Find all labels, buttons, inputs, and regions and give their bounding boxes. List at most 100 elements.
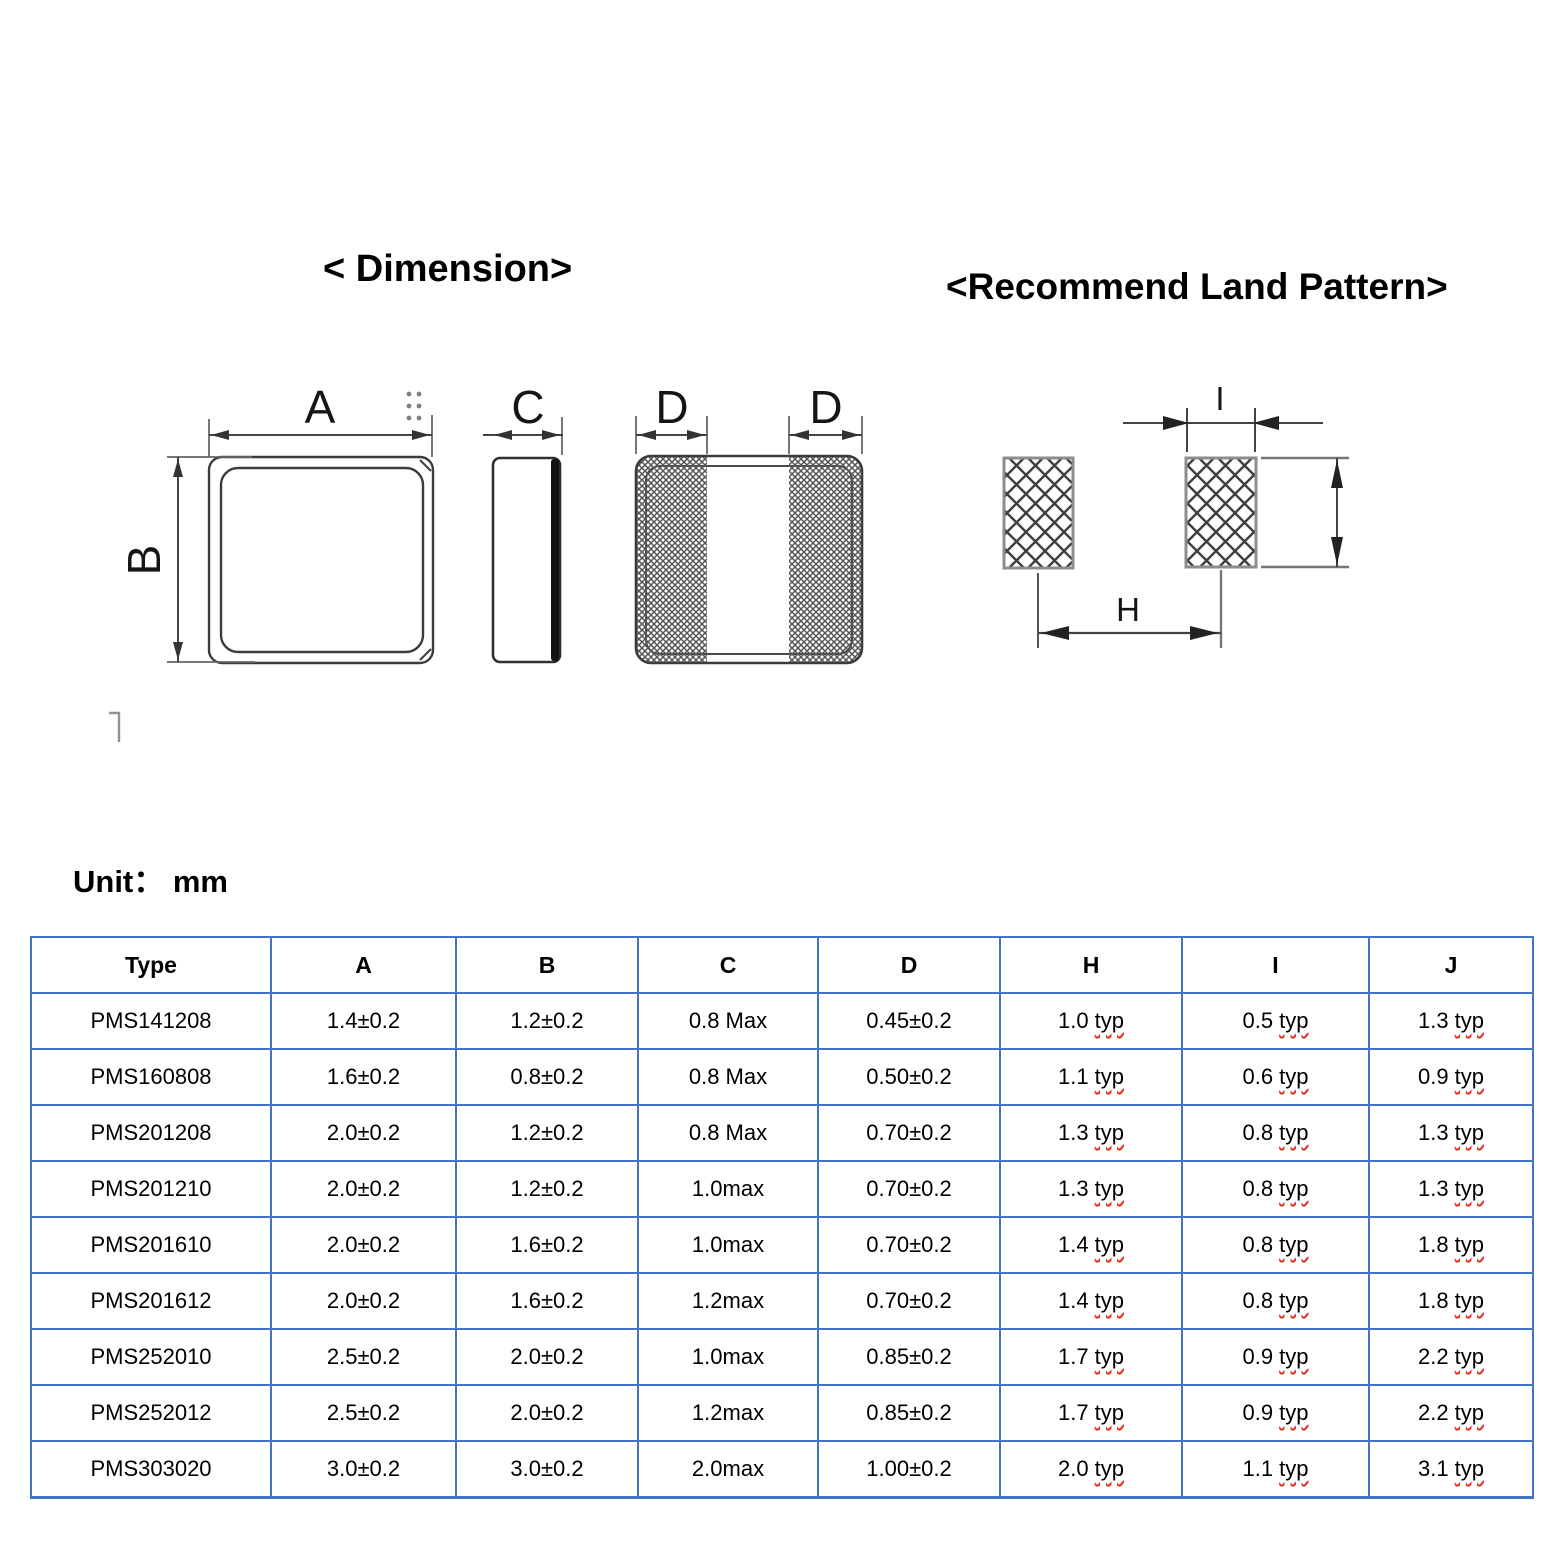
table-cell: 1.2±0.2 bbox=[455, 992, 639, 1050]
typ-suffix: typ bbox=[1279, 1064, 1309, 1089]
land-pad-right bbox=[1184, 456, 1258, 569]
top-view-diagram: A B bbox=[118, 381, 435, 665]
column-header-type: Type bbox=[30, 936, 272, 994]
table-cell: 0.50±0.2 bbox=[817, 1048, 1001, 1106]
stray-mark bbox=[109, 711, 121, 742]
typ-suffix: typ bbox=[1279, 1232, 1309, 1257]
typ-suffix: typ bbox=[1454, 1064, 1485, 1089]
land-pad-left bbox=[1002, 456, 1075, 570]
column-header-b: B bbox=[455, 936, 639, 994]
dimension-d-left: D bbox=[635, 381, 708, 454]
terminal-left bbox=[636, 456, 707, 663]
table-cell: 2.2 typ bbox=[1368, 1384, 1534, 1442]
typ-suffix: typ bbox=[1094, 1456, 1125, 1481]
table-cell: 0.70±0.2 bbox=[817, 1104, 1001, 1162]
table-cell: 3.0±0.2 bbox=[455, 1440, 639, 1499]
table-cell: 1.7 typ bbox=[999, 1384, 1183, 1442]
dim-h-label: H bbox=[1116, 591, 1140, 628]
typ-suffix: typ bbox=[1279, 1456, 1309, 1481]
table-cell: 1.6±0.2 bbox=[455, 1272, 639, 1330]
terminal-corner-marks bbox=[419, 459, 432, 661]
typ-suffix: typ bbox=[1279, 1400, 1309, 1425]
bottom-view-diagram: D D bbox=[634, 381, 864, 665]
dimension-pad-height bbox=[1261, 456, 1349, 569]
diagrams-figure: A B bbox=[109, 380, 1349, 742]
spec-table-body: PMS141208 1.4±0.2 1.2±0.2 0.8 Max 0.45±0.2 1.… bbox=[30, 992, 1534, 1499]
typ-suffix: typ bbox=[1279, 1288, 1309, 1313]
table-cell: 0.45±0.2 bbox=[817, 992, 1001, 1050]
land-pattern-section-title: <Recommend Land Pattern> bbox=[946, 266, 1448, 307]
dimension-i: I bbox=[1123, 380, 1323, 452]
table-cell: 1.00±0.2 bbox=[817, 1440, 1001, 1499]
side-terminal-bar bbox=[551, 459, 559, 661]
table-cell: 1.8 typ bbox=[1368, 1216, 1534, 1274]
table-cell: 1.6±0.2 bbox=[270, 1048, 457, 1106]
table-cell: 1.4±0.2 bbox=[270, 992, 457, 1050]
table-cell: 0.8 Max bbox=[637, 1104, 819, 1162]
table-cell: 3.1 typ bbox=[1368, 1440, 1534, 1499]
typ-suffix: typ bbox=[1454, 1400, 1485, 1425]
table-cell: 1.0max bbox=[637, 1216, 819, 1274]
dimension-h: H bbox=[1037, 570, 1223, 648]
table-cell: 1.3 typ bbox=[1368, 992, 1534, 1050]
table-header-row: Type A B C D H I J bbox=[30, 936, 1534, 994]
land-pattern-diagram: I H bbox=[1002, 380, 1349, 648]
table-cell: 2.0±0.2 bbox=[270, 1272, 457, 1330]
table-cell: 2.0 typ bbox=[999, 1440, 1183, 1499]
typ-suffix: typ bbox=[1279, 1120, 1309, 1145]
table-cell: PMS160808 bbox=[30, 1048, 272, 1106]
table-row: PMS201210 2.0±0.2 1.2±0.2 1.0max 0.70±0.2 1.3… bbox=[30, 1160, 1534, 1218]
dimension-section-title: < Dimension> bbox=[323, 248, 573, 290]
table-cell: 1.4 typ bbox=[999, 1272, 1183, 1330]
column-header-a: A bbox=[270, 936, 457, 994]
dim-b-label: B bbox=[118, 545, 170, 576]
table-cell: 0.70±0.2 bbox=[817, 1272, 1001, 1330]
table-cell: 2.0±0.2 bbox=[270, 1160, 457, 1218]
table-cell: 1.2±0.2 bbox=[455, 1104, 639, 1162]
terminal-right bbox=[789, 456, 862, 663]
dimension-b: B bbox=[118, 456, 255, 663]
table-cell: 2.0max bbox=[637, 1440, 819, 1499]
table-cell: 1.7 typ bbox=[999, 1328, 1183, 1386]
table-cell: 1.3 typ bbox=[1368, 1160, 1534, 1218]
table-cell: 2.5±0.2 bbox=[270, 1328, 457, 1386]
dim-i-label: I bbox=[1215, 380, 1224, 417]
table-cell: 1.3 typ bbox=[999, 1160, 1183, 1218]
table-cell: 2.2 typ bbox=[1368, 1328, 1534, 1386]
table-cell: 1.2max bbox=[637, 1272, 819, 1330]
table-cell: 0.85±0.2 bbox=[817, 1384, 1001, 1442]
table-cell: 2.5±0.2 bbox=[270, 1384, 457, 1442]
table-cell: 1.0max bbox=[637, 1160, 819, 1218]
table-row: PMS252012 2.5±0.2 2.0±0.2 1.2max 0.85±0.2 1.7… bbox=[30, 1384, 1534, 1442]
unit-label: Unit： mm bbox=[73, 864, 228, 899]
typ-suffix: typ bbox=[1454, 1008, 1485, 1033]
orientation-dots bbox=[406, 391, 422, 421]
table-cell: 1.1 typ bbox=[1181, 1440, 1370, 1499]
table-cell: 0.8 typ bbox=[1181, 1272, 1370, 1330]
dim-c-label: C bbox=[511, 381, 544, 433]
table-cell: PMS201208 bbox=[30, 1104, 272, 1162]
dim-d-right-label: D bbox=[809, 381, 842, 433]
typ-suffix: typ bbox=[1279, 1008, 1309, 1033]
table-cell: 0.70±0.2 bbox=[817, 1160, 1001, 1218]
table-cell: 0.8 Max bbox=[637, 992, 819, 1050]
table-cell: 1.4 typ bbox=[999, 1216, 1183, 1274]
typ-suffix: typ bbox=[1094, 1064, 1125, 1089]
column-header-d: D bbox=[817, 936, 1001, 994]
table-cell: 0.70±0.2 bbox=[817, 1216, 1001, 1274]
column-header-c: C bbox=[637, 936, 819, 994]
table-cell: 0.85±0.2 bbox=[817, 1328, 1001, 1386]
table-cell: 1.0max bbox=[637, 1328, 819, 1386]
table-cell: PMS252010 bbox=[30, 1328, 272, 1386]
table-row: PMS160808 1.6±0.2 0.8±0.2 0.8 Max 0.50±0.2 1.… bbox=[30, 1048, 1534, 1106]
dim-d-left-label: D bbox=[655, 381, 688, 433]
dimension-a: A bbox=[208, 381, 433, 457]
typ-suffix: typ bbox=[1094, 1120, 1125, 1145]
table-row: PMS252010 2.5±0.2 2.0±0.2 1.0max 0.85±0.2 1.7… bbox=[30, 1328, 1534, 1386]
table-cell: 0.8 Max bbox=[637, 1048, 819, 1106]
table-cell: PMS201610 bbox=[30, 1216, 272, 1274]
table-cell: 2.0±0.2 bbox=[455, 1328, 639, 1386]
typ-suffix: typ bbox=[1454, 1120, 1485, 1145]
typ-suffix: typ bbox=[1094, 1008, 1125, 1033]
